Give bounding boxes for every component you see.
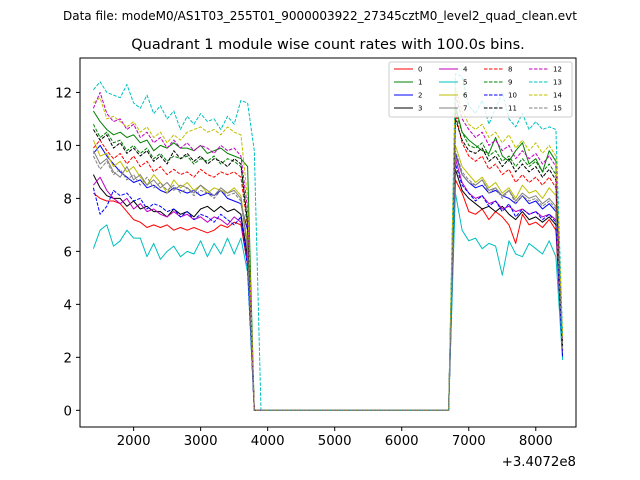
legend-label-7: 7 — [463, 105, 467, 113]
y-tick-label: 8 — [64, 192, 72, 207]
legend-label-3: 3 — [418, 105, 422, 113]
y-tick-label: 6 — [64, 245, 72, 260]
y-tick-label: 4 — [64, 298, 72, 313]
series-line-6 — [92, 139, 564, 411]
x-tick-label: 4000 — [251, 434, 285, 449]
legend-label-14: 14 — [553, 92, 562, 100]
chart-title: Quadrant 1 module wise count rates with … — [131, 37, 525, 53]
series-line-1 — [92, 105, 564, 411]
legend-label-6: 6 — [463, 92, 468, 100]
x-tick-label: 7000 — [452, 434, 486, 449]
legend-label-13: 13 — [553, 79, 562, 87]
x-axis: 2000 3000 4000 5000 6000 7000 8000 — [117, 427, 553, 449]
series-line-9 — [92, 110, 564, 411]
chart-suptitle: Data file: modeM0/AS1T03_255T01_90000039… — [63, 9, 577, 23]
series-line-15 — [92, 150, 564, 411]
x-offset-label: +3.4072e8 — [502, 455, 576, 470]
y-axis: 0 2 4 6 8 10 12 — [55, 86, 80, 419]
x-tick-label: 8000 — [519, 434, 553, 449]
y-tick-label: 0 — [64, 404, 72, 419]
legend-box — [388, 61, 573, 118]
x-tick-label: 2000 — [117, 434, 151, 449]
series-line-4 — [93, 158, 564, 411]
legend-label-8: 8 — [508, 66, 512, 74]
legend-label-10: 10 — [508, 92, 517, 100]
legend-label-2: 2 — [418, 92, 422, 100]
series-line-3 — [92, 168, 564, 411]
series-line-13 — [93, 73, 564, 411]
x-tick-label: 6000 — [385, 434, 419, 449]
legend-label-15: 15 — [553, 105, 562, 113]
plot-area — [92, 73, 564, 411]
series-line-11 — [92, 118, 564, 411]
axes-frame — [79, 57, 577, 428]
series-line-12 — [92, 91, 564, 411]
series-line-10 — [92, 163, 564, 411]
legend-label-0: 0 — [418, 66, 422, 74]
legend-label-5: 5 — [463, 79, 467, 87]
y-tick-label: 2 — [64, 351, 72, 366]
legend-label-4: 4 — [463, 66, 468, 74]
legend-label-12: 12 — [553, 66, 562, 74]
legend-label-1: 1 — [418, 79, 422, 87]
legend-label-9: 9 — [508, 79, 512, 87]
y-tick-label: 12 — [55, 86, 72, 101]
series-line-7 — [92, 150, 564, 411]
x-tick-label: 3000 — [184, 434, 218, 449]
y-tick-label: 10 — [55, 139, 72, 154]
x-tick-label: 5000 — [318, 434, 352, 449]
series-line-14 — [93, 86, 564, 411]
legend-label-11: 11 — [508, 105, 517, 113]
